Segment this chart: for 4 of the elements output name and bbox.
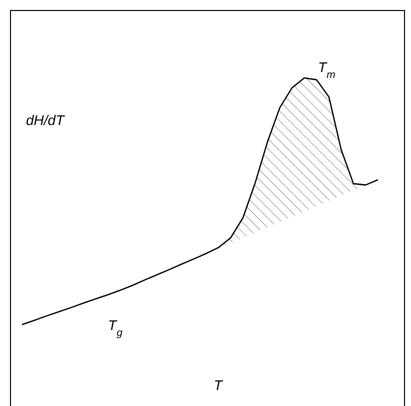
- annotation: T$_{m}$: [318, 59, 336, 81]
- y-axis-title: dH/dT: [26, 112, 66, 128]
- x-axis-title: T: [214, 377, 224, 393]
- annotation: T$_{g}$: [108, 317, 123, 339]
